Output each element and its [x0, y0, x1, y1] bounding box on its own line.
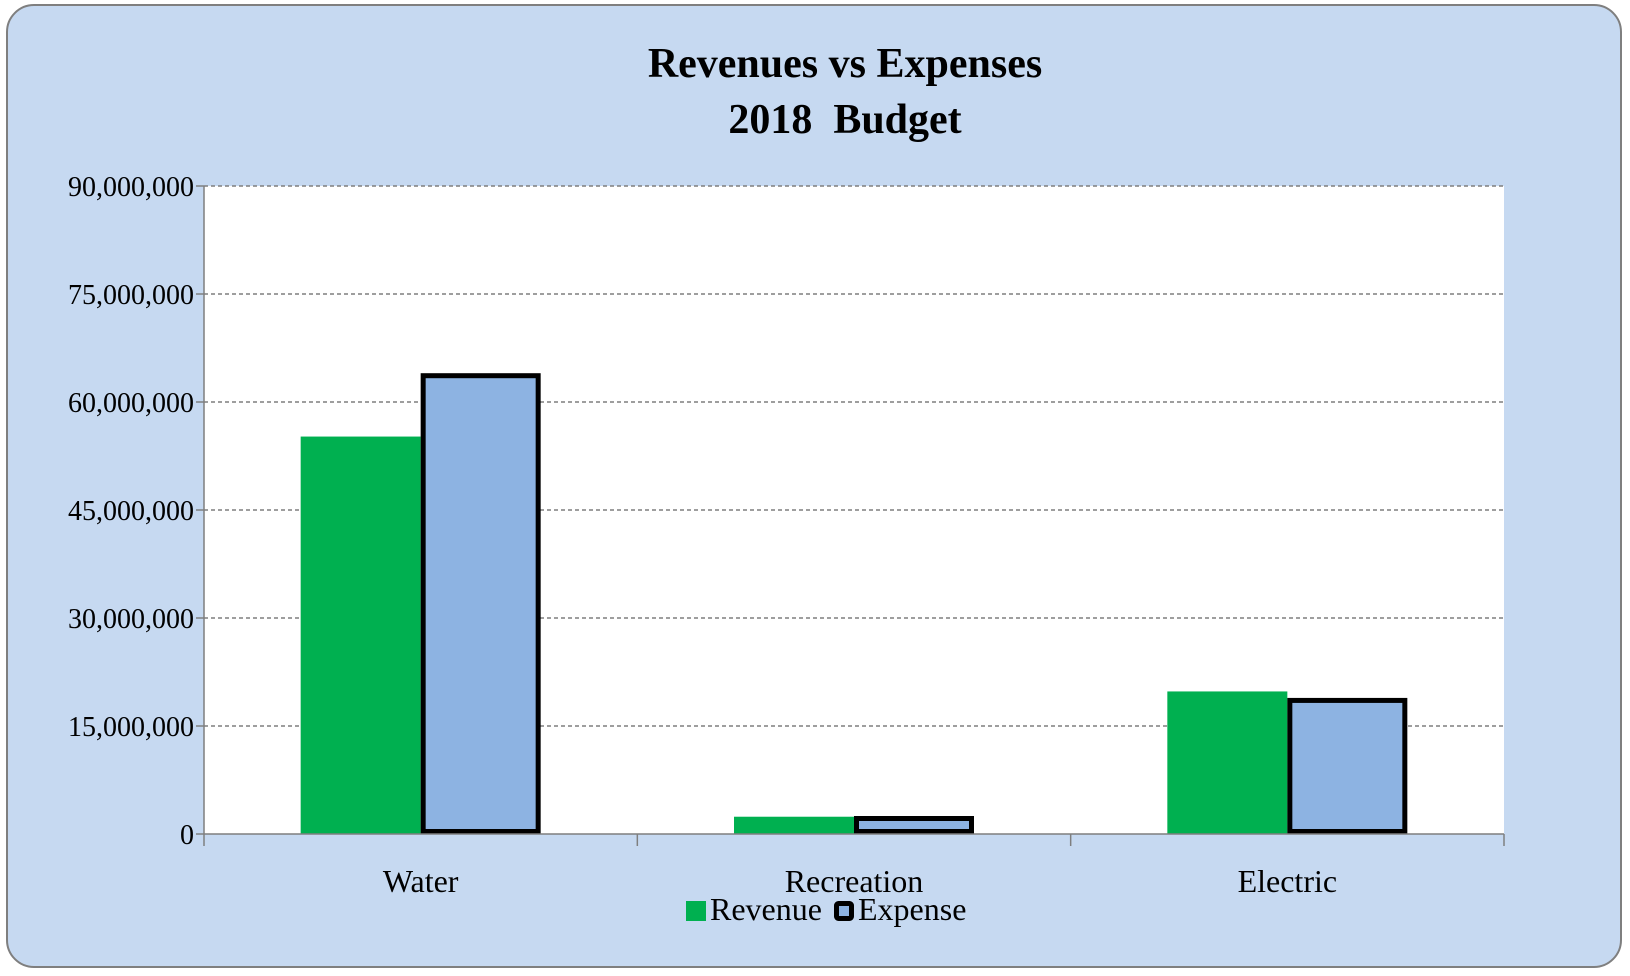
- legend-label-expense: Expense: [858, 891, 966, 927]
- legend-swatch-revenue: [686, 901, 706, 921]
- y-tick-label: 60,000,000: [68, 388, 194, 419]
- bars: [300, 373, 1408, 834]
- legend-swatch-expense: [834, 901, 854, 921]
- y-tick-label: 45,000,000: [68, 496, 194, 527]
- legend: Revenue Expense: [686, 891, 966, 927]
- y-tick-label: 0: [180, 820, 194, 851]
- y-tick-label: 75,000,000: [68, 280, 194, 311]
- chart-subtitle: 2018 Budget: [728, 97, 962, 143]
- x-category-label: Water: [383, 863, 459, 899]
- bar-expense-water: [420, 373, 541, 834]
- bar-revenue-recreation: [734, 816, 854, 834]
- legend-label-revenue: Revenue: [710, 891, 822, 927]
- chart-title: Revenues vs Expenses: [647, 41, 1043, 87]
- x-category-label: Recreation: [785, 863, 924, 899]
- chart-title-block: Revenues vs Expenses 2018 Budget: [0, 36, 1630, 148]
- axes: [203, 186, 1505, 846]
- y-tick-label: 15,000,000: [68, 712, 194, 743]
- y-axis-ticks: 0 15,000,000 30,000,000 45,000,000 60,000,00…: [68, 172, 204, 851]
- y-tick-label: 30,000,000: [68, 604, 194, 635]
- bar-expense-recreation: [854, 816, 974, 834]
- bar-revenue-electric: [1167, 691, 1288, 834]
- y-tick-label: 90,000,000: [68, 172, 194, 203]
- bar-expense-electric: [1287, 697, 1408, 834]
- bar-revenue-water: [300, 436, 421, 834]
- x-category-label: Electric: [1238, 863, 1337, 899]
- x-axis-labels: Water Recreation Electric: [383, 863, 1337, 899]
